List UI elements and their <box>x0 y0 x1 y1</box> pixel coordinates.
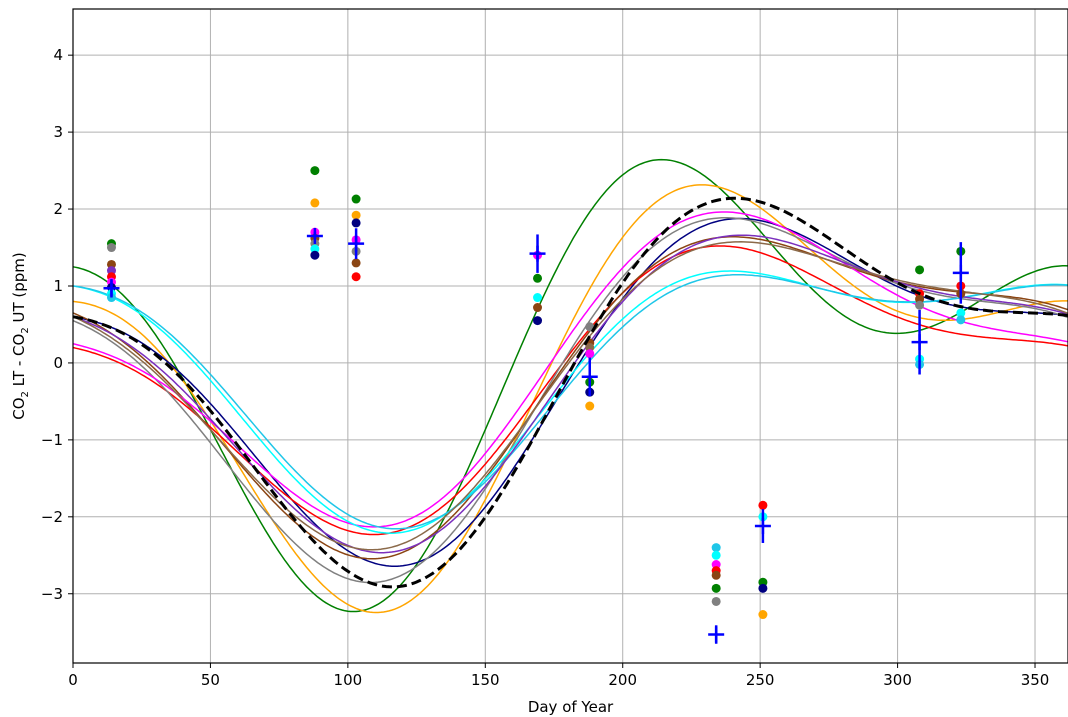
plot-frame <box>72 8 1068 664</box>
data-point <box>351 272 361 282</box>
data-point <box>711 570 721 580</box>
data-point <box>106 243 116 253</box>
fit-curve <box>72 184 1068 614</box>
data-point <box>533 273 543 283</box>
y-axis-label-part: UT (ppm) <box>10 252 28 327</box>
data-point <box>915 294 925 304</box>
data-point <box>585 401 595 411</box>
y-axis-label-subscript: 2 <box>20 391 31 397</box>
data-point <box>585 322 595 332</box>
x-tick-label: 200 <box>608 671 637 689</box>
data-point <box>310 166 320 176</box>
y-tick-label: −2 <box>41 508 63 526</box>
x-tick-label: 50 <box>201 671 220 689</box>
fit-curve <box>72 158 1068 613</box>
y-axis-label: CO2 LT - CO2 UT (ppm) <box>10 252 31 420</box>
data-point <box>585 349 595 359</box>
data-point <box>585 343 595 353</box>
data-point <box>956 315 966 325</box>
x-axis-label: Day of Year <box>528 698 614 716</box>
data-point <box>533 316 543 326</box>
data-point <box>533 293 543 303</box>
data-point <box>915 265 925 275</box>
plot-area <box>72 158 1068 644</box>
data-point <box>351 194 361 204</box>
data-point <box>351 218 361 228</box>
data-point <box>351 258 361 268</box>
y-tick-label: 2 <box>53 200 63 218</box>
y-tick-label: 4 <box>53 46 63 64</box>
x-tick-label: 100 <box>334 671 363 689</box>
y-axis-label-part: LT - CO <box>10 334 28 391</box>
y-tick-label: 0 <box>53 354 63 372</box>
y-axis-label-subscript: 2 <box>20 327 31 333</box>
data-point <box>758 577 768 587</box>
fit-curve <box>72 274 1068 530</box>
fit-curve <box>72 245 1068 536</box>
x-tick-label: 250 <box>746 671 775 689</box>
data-point <box>758 500 768 510</box>
data-point <box>310 250 320 260</box>
data-point <box>711 583 721 593</box>
data-point <box>711 550 721 560</box>
y-tick-label: 3 <box>53 123 63 141</box>
data-point <box>915 300 925 310</box>
y-axis-label-part: CO <box>10 397 28 419</box>
data-point <box>956 308 966 318</box>
x-tick-label: 350 <box>1021 671 1050 689</box>
fit-curve <box>72 241 1068 551</box>
data-point <box>106 266 116 276</box>
data-point <box>351 210 361 220</box>
data-point <box>310 198 320 208</box>
data-point <box>533 303 543 313</box>
mean-fit-curve <box>72 196 1068 589</box>
data-point <box>310 244 320 254</box>
data-point <box>758 583 768 593</box>
fit-curve <box>72 217 1068 567</box>
x-tick-label: 300 <box>883 671 912 689</box>
data-point <box>758 610 768 620</box>
y-tick-label: 1 <box>53 277 63 295</box>
data-point <box>711 560 721 570</box>
axis-ticks: 0 50 100 150 200 250 300 350 −3 −2 −1 0 1 2 3 4 <box>41 46 1049 689</box>
x-tick-label: 0 <box>68 671 78 689</box>
data-point <box>711 543 721 553</box>
y-tick-label: −1 <box>41 431 63 449</box>
data-point <box>106 259 116 269</box>
data-point <box>711 596 721 606</box>
x-tick-label: 150 <box>471 671 500 689</box>
y-tick-label: −3 <box>41 585 63 603</box>
